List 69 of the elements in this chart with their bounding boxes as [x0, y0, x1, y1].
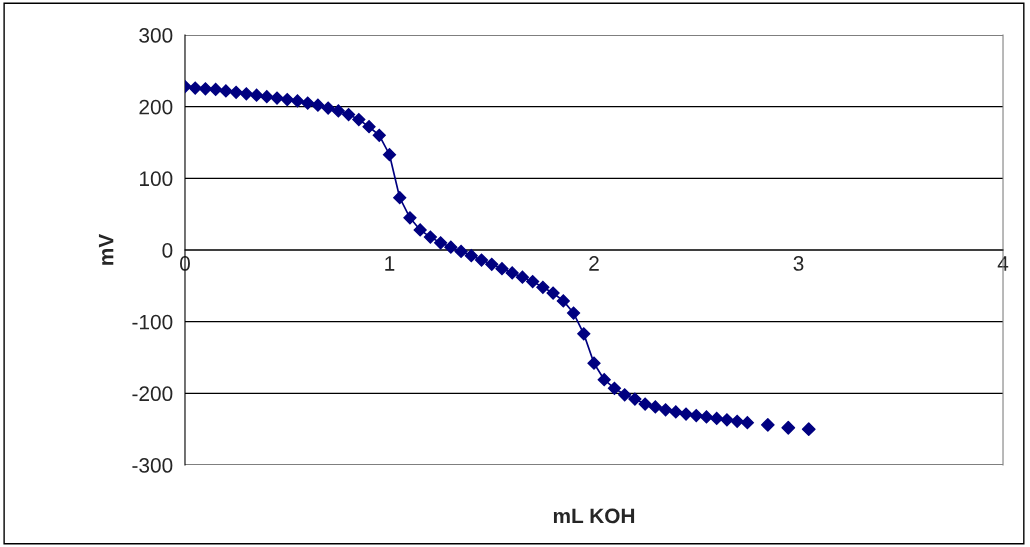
y-tick-label: 0 — [162, 243, 173, 258]
point — [710, 411, 724, 426]
point — [239, 87, 253, 101]
point — [342, 107, 356, 122]
x-tick-label: 3 — [793, 256, 804, 271]
x-tick-label: 1 — [385, 256, 395, 271]
point — [434, 236, 448, 250]
point — [301, 96, 315, 110]
point — [689, 408, 703, 423]
point — [249, 88, 264, 102]
point — [801, 422, 816, 437]
point — [618, 388, 632, 402]
x-axis-title: mL KOH — [553, 508, 635, 524]
point — [536, 280, 550, 294]
point — [720, 413, 734, 427]
point — [393, 191, 407, 205]
point — [188, 81, 202, 95]
point — [260, 90, 274, 104]
point — [444, 240, 458, 254]
point — [597, 373, 611, 387]
point — [781, 420, 796, 435]
y-tick-label: -300 — [132, 458, 173, 473]
y-tick-label: 300 — [139, 28, 173, 43]
point — [372, 128, 386, 142]
point — [311, 98, 325, 112]
point — [331, 104, 345, 118]
point — [526, 274, 540, 289]
point — [587, 356, 601, 370]
point — [219, 84, 233, 98]
y-tick-label: -100 — [132, 314, 173, 330]
point — [423, 230, 437, 244]
point — [740, 416, 754, 430]
y-axis-title: mV — [98, 233, 114, 265]
point — [546, 286, 560, 300]
y-tick-label: -200 — [132, 386, 173, 402]
point — [648, 400, 662, 414]
point — [362, 120, 376, 134]
point — [669, 405, 683, 419]
point — [495, 262, 509, 276]
point — [730, 414, 744, 428]
y-tick-label: 200 — [139, 99, 173, 115]
point — [566, 306, 581, 320]
point — [413, 223, 427, 237]
point — [290, 94, 305, 108]
point — [403, 211, 417, 225]
point — [229, 85, 243, 99]
point — [209, 82, 223, 97]
point — [198, 82, 213, 96]
point — [352, 112, 366, 127]
point — [658, 403, 673, 417]
x-tick-label: 2 — [589, 256, 599, 271]
point — [699, 410, 714, 424]
point — [505, 266, 519, 280]
point — [454, 244, 468, 259]
point — [760, 417, 775, 432]
point — [556, 294, 570, 308]
point — [382, 148, 397, 162]
point — [464, 249, 478, 263]
point — [485, 257, 499, 271]
point — [280, 92, 294, 107]
point — [607, 381, 622, 395]
y-tick-label: 100 — [140, 171, 173, 187]
x-tick-label: 4 — [997, 256, 1009, 271]
point — [577, 327, 591, 341]
point — [638, 397, 652, 411]
point — [628, 392, 642, 406]
point — [515, 270, 530, 284]
point — [474, 253, 489, 267]
point — [321, 101, 335, 115]
